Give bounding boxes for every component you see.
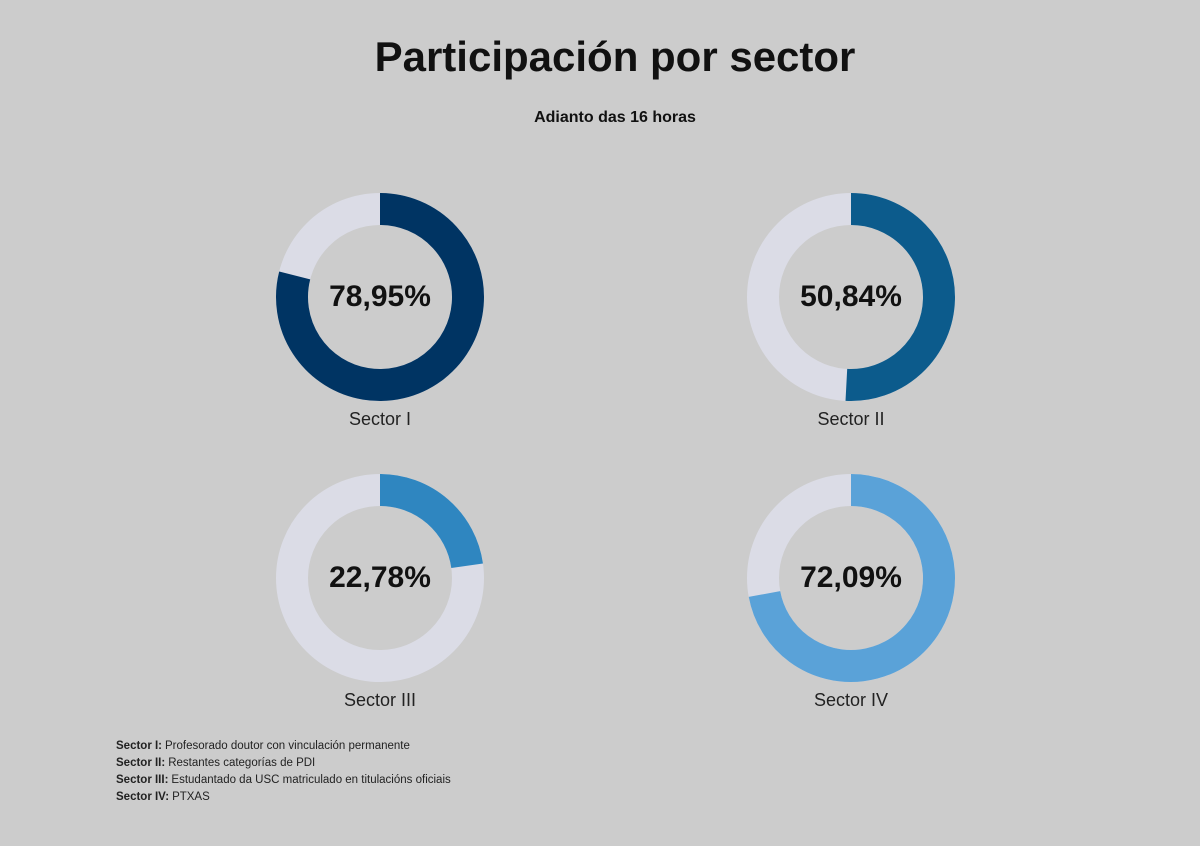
donut-arc [845,193,955,401]
value-label: 50,84% [800,280,902,313]
donut-arc [276,193,484,401]
chart-title: Sector III [344,690,416,710]
chart-title: Sector II [817,409,884,429]
footnote: Sector II: Restantes categorías de PDI [116,757,315,769]
donut-arc [748,474,955,682]
value-label: 72,09% [800,561,902,594]
footnote-text: Estudantado da USC matriculado en titula… [171,774,451,786]
page-subtitle: Adianto das 16 horas [534,109,696,126]
footnote-text: Profesorado doutor con vinculación perma… [165,740,410,752]
footnote-term: Sector IV: [116,791,169,803]
footnote: Sector I: Profesorado doutor con vinculac… [116,740,410,752]
footnote-term: Sector I: [116,740,162,752]
chart-title: Sector IV [814,690,888,710]
footnote: Sector III: Estudantado da USC matriculad… [116,774,451,786]
footnote: Sector IV: PTXAS [116,791,210,803]
footnote-term: Sector II: [116,757,165,769]
value-label: 78,95% [329,280,431,313]
footnote-text: Restantes categorías de PDI [168,757,315,769]
footnote-text: PTXAS [172,791,210,803]
donut-arc [379,474,483,569]
page-title: Participación por sector [375,33,856,80]
footnote-term: Sector III: [116,774,168,786]
value-label: 22,78% [329,561,431,594]
chart-title: Sector I [349,409,411,429]
